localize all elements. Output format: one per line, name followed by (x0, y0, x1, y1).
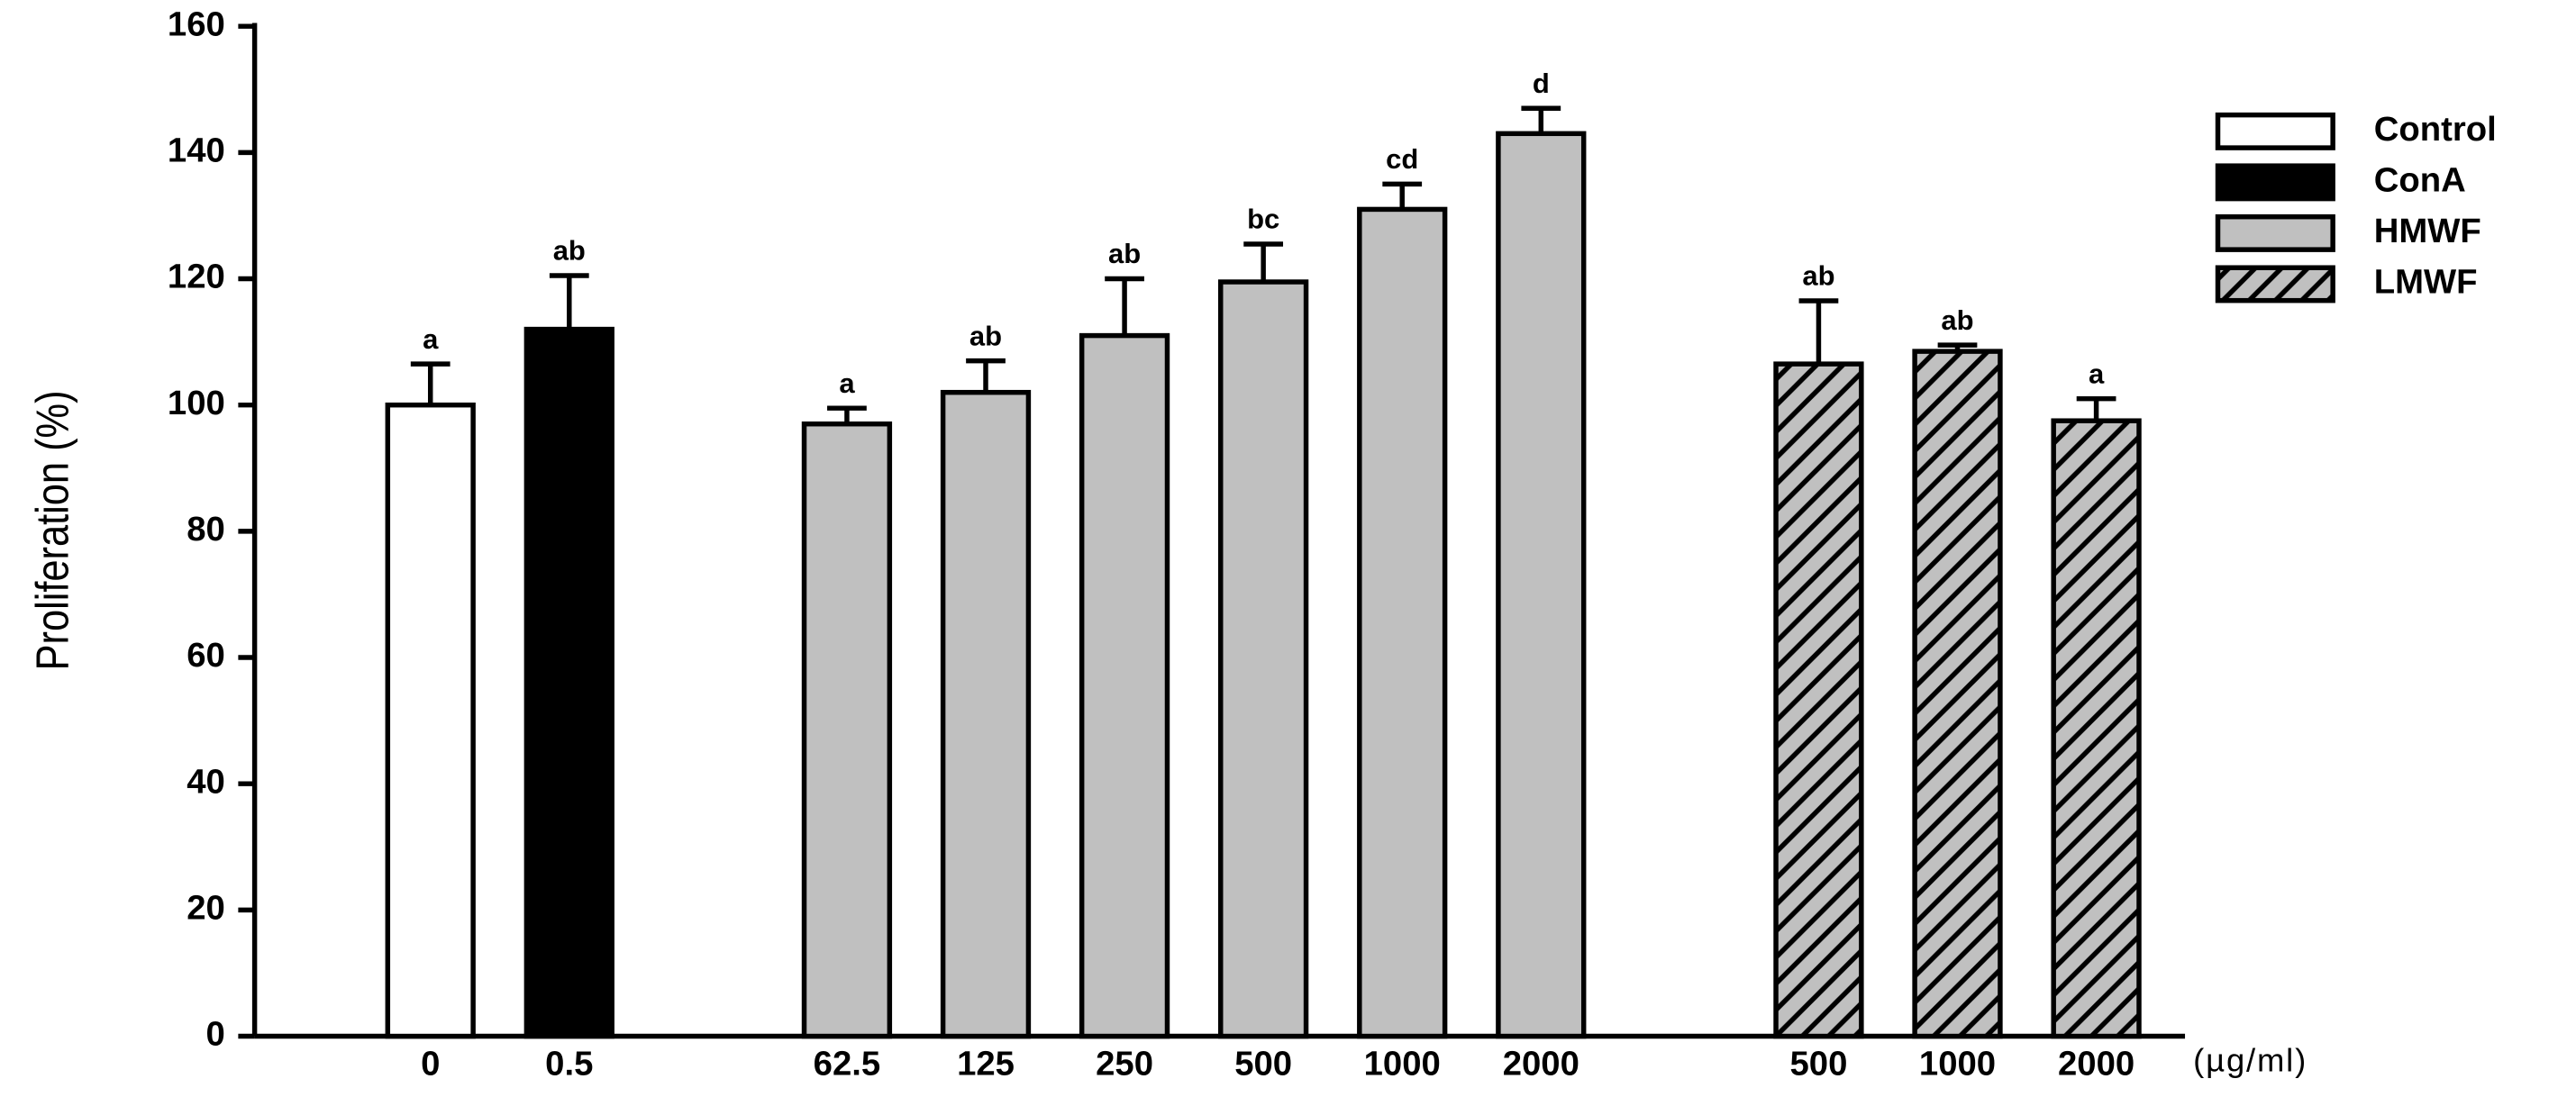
legend-label: LMWF (2374, 263, 2478, 302)
error-bar (549, 273, 589, 330)
significance-label: cd (1386, 143, 1418, 175)
error-bar (1798, 298, 1839, 365)
x-tick-label: 250 (1096, 1044, 1153, 1083)
x-tick-label: 0 (421, 1044, 440, 1083)
legend-label: HMWF (2374, 212, 2481, 250)
significance-label: ab (1802, 260, 1834, 292)
y-tick-label: 20 (187, 888, 225, 927)
error-bar (1937, 342, 1978, 352)
y-tick-label: 80 (187, 510, 225, 548)
significance-label: a (2089, 358, 2105, 389)
error-bar (1382, 181, 1423, 210)
legend-swatch (2215, 213, 2335, 252)
x-tick-label: 1000 (1919, 1044, 1996, 1083)
significance-label: ab (1108, 238, 1141, 269)
legend-label: Control (2374, 110, 2497, 149)
y-tick-label: 100 (168, 384, 225, 422)
error-bar (1243, 241, 1284, 283)
x-axis-unit: (µg/ml) (2193, 1041, 2307, 1078)
significance-label: bc (1247, 204, 1279, 235)
x-tick-label: 62.5 (814, 1044, 881, 1083)
x-tick-label: 2000 (2058, 1044, 2135, 1083)
error-bar (410, 361, 451, 405)
y-tick-label: 40 (187, 762, 225, 801)
legend-swatch (2215, 265, 2335, 304)
bar (1496, 131, 1587, 1039)
bar (1912, 349, 2003, 1039)
bar (801, 421, 893, 1039)
error-bar (1521, 105, 1561, 134)
significance-label: a (423, 323, 439, 355)
x-tick-label: 0.5 (545, 1044, 593, 1083)
y-tick-label: 140 (168, 131, 225, 169)
x-tick-label: 500 (1234, 1044, 1292, 1083)
significance-label: ab (1941, 304, 1973, 336)
x-tick-label: 2000 (1503, 1044, 1579, 1083)
error-bar (966, 358, 1006, 393)
legend-swatch (2215, 163, 2335, 202)
significance-label: a (839, 367, 855, 399)
legend-swatch (2215, 112, 2335, 150)
error-bar (1105, 276, 1144, 336)
bar (523, 326, 614, 1039)
bar (1218, 279, 1309, 1039)
y-axis-label: Proliferation (%) (27, 390, 78, 670)
x-tick-label: 1000 (1364, 1044, 1441, 1083)
error-bar (2076, 395, 2116, 422)
y-tick-label: 60 (187, 636, 225, 675)
error-bar (827, 405, 867, 424)
y-tick-label: 160 (168, 5, 225, 43)
bar (940, 389, 1032, 1039)
bar (1773, 361, 1864, 1039)
legend-label: ConA (2374, 161, 2466, 200)
x-tick-label: 500 (1790, 1044, 1848, 1083)
significance-label: ab (553, 235, 586, 267)
bar (385, 402, 476, 1039)
x-tick-label: 125 (957, 1044, 1015, 1083)
significance-label: d (1533, 68, 1550, 99)
bar (1357, 206, 1448, 1039)
bar (2051, 418, 2142, 1039)
y-tick-label: 120 (168, 258, 225, 296)
significance-label: ab (969, 320, 1002, 351)
bar (1079, 332, 1170, 1039)
y-tick-label: 0 (206, 1015, 225, 1054)
